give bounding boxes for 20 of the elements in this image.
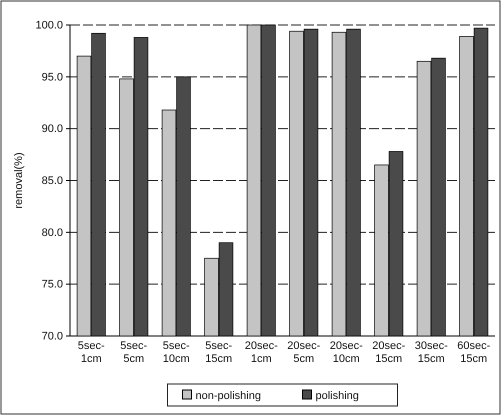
x-tick-label: 5sec-5cm: [120, 340, 148, 366]
legend-label: polishing: [316, 390, 359, 402]
x-tick-label: 60sec-15cm: [457, 340, 491, 366]
x-tick-label: 20sec-15cm: [372, 340, 406, 366]
y-tick-label: 100.0: [35, 20, 63, 32]
x-tick-label: 30sec-15cm: [414, 340, 448, 366]
y-tick-label: 70.0: [42, 330, 63, 343]
legend-label: non-polishing: [196, 390, 261, 402]
y-tick-label: 90.0: [42, 123, 63, 136]
y-axis-title: removal(%): [13, 152, 25, 209]
x-tick-label: 20sec-5cm: [287, 340, 321, 366]
x-tick-label: 5sec-15cm: [205, 340, 233, 366]
x-tick-label: 20sec-10cm: [330, 340, 364, 366]
x-tick-label: 5sec-1cm: [78, 340, 106, 366]
x-tick-label: 5sec-10cm: [162, 340, 190, 366]
y-tick-label: 95.0: [42, 71, 63, 84]
x-tick-label: 20sec-1cm: [244, 340, 278, 366]
y-tick-label: 85.0: [42, 175, 63, 188]
y-tick-label: 75.0: [42, 278, 63, 291]
y-tick-label: 80.0: [42, 226, 63, 239]
